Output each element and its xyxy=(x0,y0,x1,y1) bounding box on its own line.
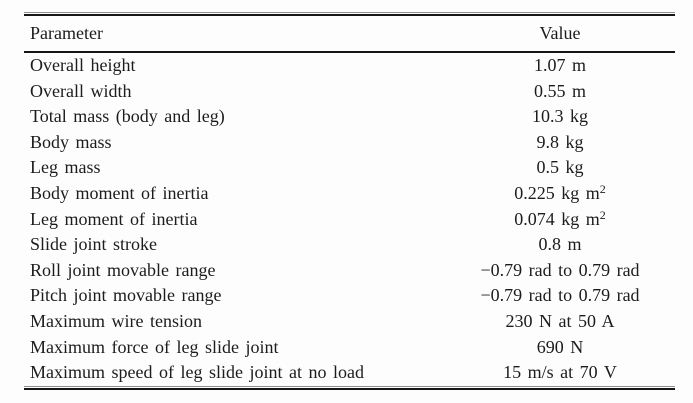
parameter-cell: Body moment of inertia xyxy=(30,182,209,203)
top-rule-thin-line xyxy=(24,12,675,13)
parameter-cell: Pitch joint movable range xyxy=(30,285,222,306)
value-cell: 9.8 kg xyxy=(445,130,675,156)
table-header-row: Parameter Value xyxy=(24,16,675,51)
value-cell: 0.5 kg xyxy=(445,155,675,181)
header-value: Value xyxy=(539,23,581,43)
value-cell: 0.225 kg m2 xyxy=(445,181,675,207)
value-cell: 1.07 m xyxy=(445,53,675,79)
value-cell: 0.074 kg m2 xyxy=(445,207,675,233)
value-text: 690 N xyxy=(536,336,584,357)
parameters-table: Parameter Value Overall height 1.07 m Ov… xyxy=(24,12,675,390)
value-text: 0.074 kg m xyxy=(514,208,600,229)
parameter-cell: Maximum force of leg slide joint xyxy=(30,336,279,357)
value-cell: −0.79 rad to 0.79 rad xyxy=(445,283,675,309)
value-text: 0.55 m xyxy=(533,80,586,101)
value-text: −0.79 rad to 0.79 rad xyxy=(480,285,640,306)
table-row: Overall height 1.07 m xyxy=(24,53,675,79)
parameter-cell: Slide joint stroke xyxy=(30,234,157,255)
value-text: 9.8 kg xyxy=(536,131,584,152)
value-cell: −0.79 rad to 0.79 rad xyxy=(445,258,675,284)
table-row: Body mass 9.8 kg xyxy=(24,130,675,156)
table-row: Maximum speed of leg slide joint at no l… xyxy=(24,360,675,386)
table-bottom-rule xyxy=(24,385,675,390)
value-text: 0.5 kg xyxy=(536,157,584,178)
value-text: 15 m/s at 70 V xyxy=(503,362,617,383)
table-row: Pitch joint movable range −0.79 rad to 0… xyxy=(24,283,675,309)
table-row: Overall width 0.55 m xyxy=(24,79,675,105)
value-superscript: 2 xyxy=(599,181,606,196)
value-cell: 10.3 kg xyxy=(445,104,675,130)
value-cell: 0.55 m xyxy=(445,79,675,105)
value-cell: 0.8 m xyxy=(445,232,675,258)
table-row: Body moment of inertia 0.225 kg m2 xyxy=(24,181,675,207)
table-row: Maximum force of leg slide joint 690 N xyxy=(24,335,675,361)
value-cell: 15 m/s at 70 V xyxy=(445,360,675,386)
value-text: −0.79 rad to 0.79 rad xyxy=(480,259,640,280)
table-row: Leg moment of inertia 0.074 kg m2 xyxy=(24,207,675,233)
header-separator-rule xyxy=(24,51,675,53)
value-cell: 690 N xyxy=(445,335,675,361)
table-top-rule xyxy=(24,12,675,16)
parameter-cell: Leg mass xyxy=(30,157,101,178)
parameter-cell: Total mass (body and leg) xyxy=(30,106,225,127)
parameter-cell: Roll joint movable range xyxy=(30,259,216,280)
table-row: Roll joint movable range −0.79 rad to 0.… xyxy=(24,258,675,284)
bottom-rule-thick-line xyxy=(24,387,675,390)
parameter-cell: Overall height xyxy=(30,55,136,75)
value-text: 1.07 m xyxy=(533,55,586,75)
table-body: Overall height 1.07 m Overall width 0.55… xyxy=(24,53,675,386)
value-superscript: 2 xyxy=(599,207,606,222)
table-row: Total mass (body and leg) 10.3 kg xyxy=(24,104,675,130)
table-row: Leg mass 0.5 kg xyxy=(24,155,675,181)
value-cell: 230 N at 50 A xyxy=(445,309,675,335)
value-text: 10.3 kg xyxy=(532,106,588,127)
top-rule-thick-line xyxy=(24,14,675,16)
parameter-cell: Overall width xyxy=(30,80,132,101)
header-parameter: Parameter xyxy=(30,23,103,43)
table-row: Maximum wire tension 230 N at 50 A xyxy=(24,309,675,335)
value-text: 0.225 kg m xyxy=(514,182,600,203)
bottom-rule-thin-line xyxy=(24,385,675,387)
table-row: Slide joint stroke 0.8 m xyxy=(24,232,675,258)
parameter-cell: Maximum wire tension xyxy=(30,310,202,331)
parameter-cell: Body mass xyxy=(30,131,112,152)
value-text: 0.8 m xyxy=(538,234,582,255)
parameter-cell: Leg moment of inertia xyxy=(30,208,198,229)
value-text: 230 N at 50 A xyxy=(505,310,615,331)
parameter-cell: Maximum speed of leg slide joint at no l… xyxy=(30,362,364,383)
